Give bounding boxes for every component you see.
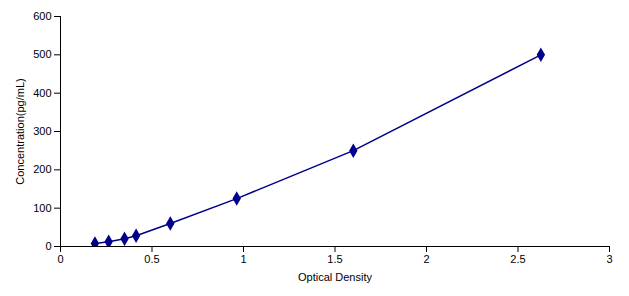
- svg-text:1: 1: [240, 253, 246, 265]
- svg-text:300: 300: [33, 125, 51, 137]
- svg-text:100: 100: [33, 202, 51, 214]
- svg-text:0: 0: [45, 240, 51, 252]
- svg-text:2.5: 2.5: [510, 253, 525, 265]
- svg-text:Optical Density: Optical Density: [298, 271, 372, 283]
- svg-text:Concentration(pg/mL): Concentration(pg/mL): [14, 78, 26, 184]
- svg-text:0.5: 0.5: [144, 253, 159, 265]
- svg-text:1.5: 1.5: [327, 253, 342, 265]
- svg-text:3: 3: [606, 253, 612, 265]
- svg-text:600: 600: [33, 10, 51, 22]
- svg-text:500: 500: [33, 48, 51, 60]
- svg-text:2: 2: [423, 253, 429, 265]
- svg-text:0: 0: [57, 253, 63, 265]
- svg-text:400: 400: [33, 87, 51, 99]
- svg-text:200: 200: [33, 163, 51, 175]
